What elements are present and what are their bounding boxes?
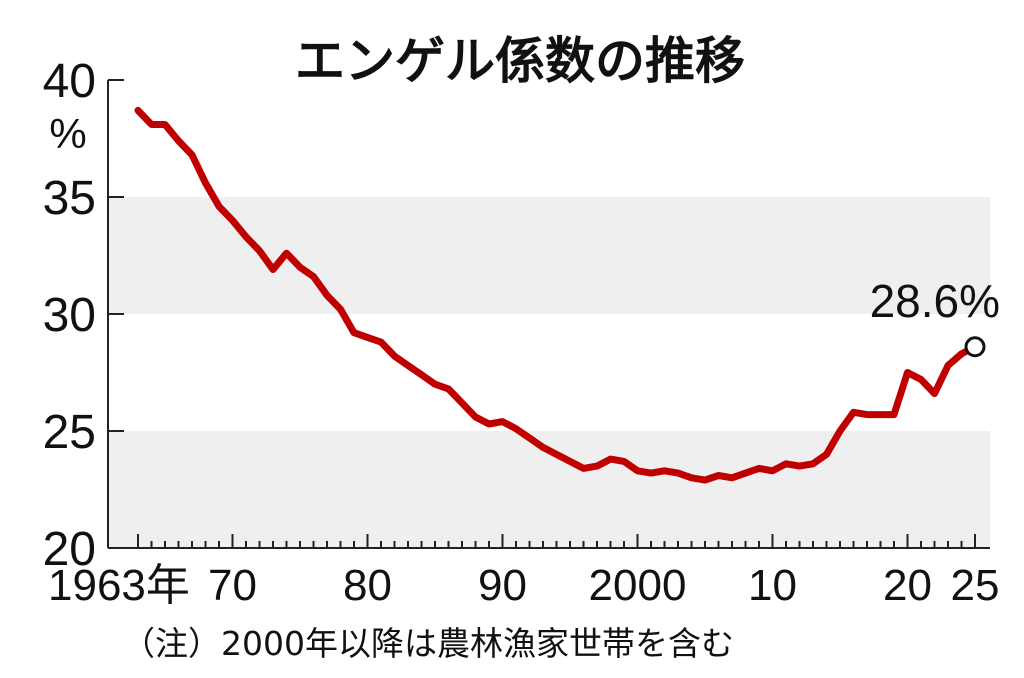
- end-point-label: 28.6%: [870, 275, 1000, 327]
- background-bands: [108, 197, 990, 548]
- x-tick-label: 2000: [589, 561, 687, 610]
- x-tick-label: 1963年: [48, 561, 190, 610]
- chart-title: エンゲル係数の推移: [295, 32, 745, 90]
- x-tick-label: 70: [208, 561, 257, 610]
- y-tick-label: 25: [43, 406, 96, 459]
- y-tick-label: 35: [43, 172, 96, 225]
- y-unit-label: %: [49, 110, 86, 157]
- x-axis: 1963年 70 80 90 2000 10 20 25: [48, 534, 999, 610]
- x-tick-label: 20: [883, 561, 932, 610]
- band-1: [108, 197, 990, 314]
- footnote: （注）2000年以降は農林漁家世帯を含む: [122, 624, 734, 663]
- x-tick-label: 25: [951, 561, 1000, 610]
- x-tick-label: 10: [748, 561, 797, 610]
- y-tick-label: 40: [43, 55, 96, 108]
- end-point-marker: [964, 336, 986, 358]
- y-tick-label: 30: [43, 289, 96, 342]
- y-tick-label: 20: [43, 523, 96, 576]
- x-tick-label: 80: [343, 561, 392, 610]
- y-axis: 20 25 30 35 40: [43, 55, 124, 576]
- series-line: [134, 106, 979, 484]
- x-tick-label: 90: [478, 561, 527, 610]
